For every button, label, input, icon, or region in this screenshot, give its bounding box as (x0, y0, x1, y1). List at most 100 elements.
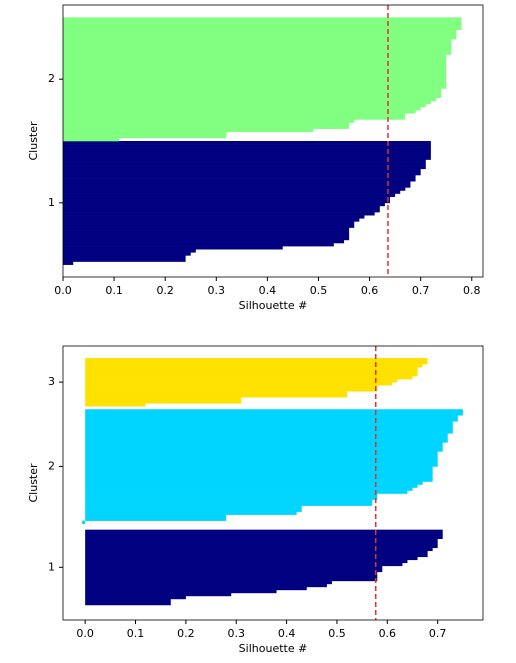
silhouette-bar (85, 409, 463, 413)
silhouette-bar (85, 379, 398, 383)
x-tick-label: 0.1 (105, 284, 123, 297)
silhouette-bar (63, 221, 355, 225)
silhouette-bar (85, 538, 438, 543)
silhouette-bar (85, 412, 463, 416)
silhouette-bar (85, 577, 378, 582)
silhouette-bar (63, 190, 401, 194)
silhouette-bar (63, 181, 411, 185)
y-tick-label: 2 (48, 72, 55, 85)
silhouette-bar (63, 196, 391, 201)
silhouette-bar (85, 463, 438, 467)
x-tick-label: 0.8 (463, 284, 481, 297)
silhouette-bar (63, 236, 350, 241)
x-tick-label: 0.7 (412, 284, 430, 297)
silhouette-bar (85, 460, 438, 464)
silhouette-bar (63, 119, 355, 123)
silhouette-bar (63, 202, 385, 207)
axes-frame (62, 345, 484, 621)
x-tick-label: 0.4 (259, 284, 277, 297)
silhouette-bar (63, 144, 431, 148)
silhouette-bar (85, 442, 443, 446)
silhouette-bar (63, 165, 426, 170)
silhouette-bar (63, 17, 462, 21)
x-axis-label: Silhouette # (239, 642, 308, 655)
silhouette-bar (85, 502, 373, 506)
silhouette-bar (85, 451, 438, 455)
x-tick-label: 0.6 (379, 627, 397, 640)
silhouette-bar (63, 230, 350, 235)
silhouette-bar (85, 532, 443, 536)
silhouette-bar (85, 421, 453, 425)
silhouette-bar (63, 45, 452, 49)
silhouette-bar (63, 82, 447, 86)
silhouette-bar (63, 168, 421, 173)
silhouette-bar (85, 583, 327, 588)
x-tick-label: 0.4 (278, 627, 296, 640)
silhouette-bar (85, 562, 403, 567)
silhouette-bar (85, 493, 378, 497)
silhouette-bar (63, 261, 74, 265)
silhouette-bar (63, 171, 421, 176)
x-tick-label: 0.3 (227, 627, 245, 640)
silhouette-bar (63, 122, 350, 126)
silhouette-bar (63, 113, 406, 117)
silhouette-bar (63, 26, 462, 31)
silhouette-bar (85, 490, 408, 494)
silhouette-bar (63, 224, 355, 228)
silhouette-bar (63, 193, 396, 197)
silhouette-bar (85, 508, 302, 512)
silhouette-bar (85, 445, 443, 449)
silhouette-bar (85, 571, 378, 576)
x-tick-label: 0.2 (177, 627, 195, 640)
silhouette-bar (63, 199, 391, 204)
silhouette-bar (63, 218, 360, 222)
silhouette-bar (63, 137, 120, 142)
silhouette-bar (63, 252, 191, 256)
silhouette-bar (85, 358, 428, 362)
y-axis-label: Cluster (27, 121, 40, 161)
silhouette-bar (85, 535, 443, 540)
silhouette-bar (63, 258, 186, 262)
silhouette-bar (85, 367, 418, 371)
silhouette-bar (85, 595, 186, 600)
silhouette-bar (85, 592, 232, 597)
x-tick-label: 0.2 (156, 284, 174, 297)
silhouette-bar (85, 415, 458, 419)
silhouette-bar (85, 601, 171, 606)
silhouette-bar (85, 439, 448, 443)
silhouette-bar (63, 178, 416, 182)
silhouette-bar (63, 153, 431, 157)
silhouette-bar (63, 147, 431, 151)
silhouette-bar (85, 565, 383, 570)
silhouette-bar (85, 556, 418, 561)
silhouette-bar (85, 400, 242, 404)
silhouette-bar (85, 364, 423, 368)
silhouette-bar (85, 433, 448, 437)
silhouette-bar (85, 382, 393, 386)
x-tick-label: 0.0 (54, 284, 72, 297)
x-tick-label: 0.5 (310, 284, 328, 297)
silhouette-bar (85, 478, 433, 482)
silhouette-bar (63, 48, 452, 52)
silhouette-bar (85, 529, 443, 533)
silhouette-bar (63, 184, 411, 188)
silhouette-bar (85, 598, 171, 603)
silhouette-bar (63, 66, 447, 71)
silhouette-bar (63, 239, 345, 244)
silhouette-bar (85, 559, 408, 564)
silhouette-bar (63, 42, 452, 46)
silhouette-bar (63, 23, 462, 27)
silhouette-bar (85, 484, 418, 488)
silhouette-bar (85, 436, 448, 440)
silhouette-bar (63, 35, 457, 40)
silhouette-bar (85, 589, 277, 594)
silhouette-bar (85, 517, 227, 521)
silhouette-bar (63, 85, 447, 89)
silhouette-bar (85, 511, 297, 515)
silhouette-bar (63, 233, 350, 238)
silhouette-bar (82, 520, 86, 524)
silhouette-bar (63, 54, 447, 58)
silhouette-bar (85, 544, 438, 549)
silhouette-bar (63, 88, 442, 92)
